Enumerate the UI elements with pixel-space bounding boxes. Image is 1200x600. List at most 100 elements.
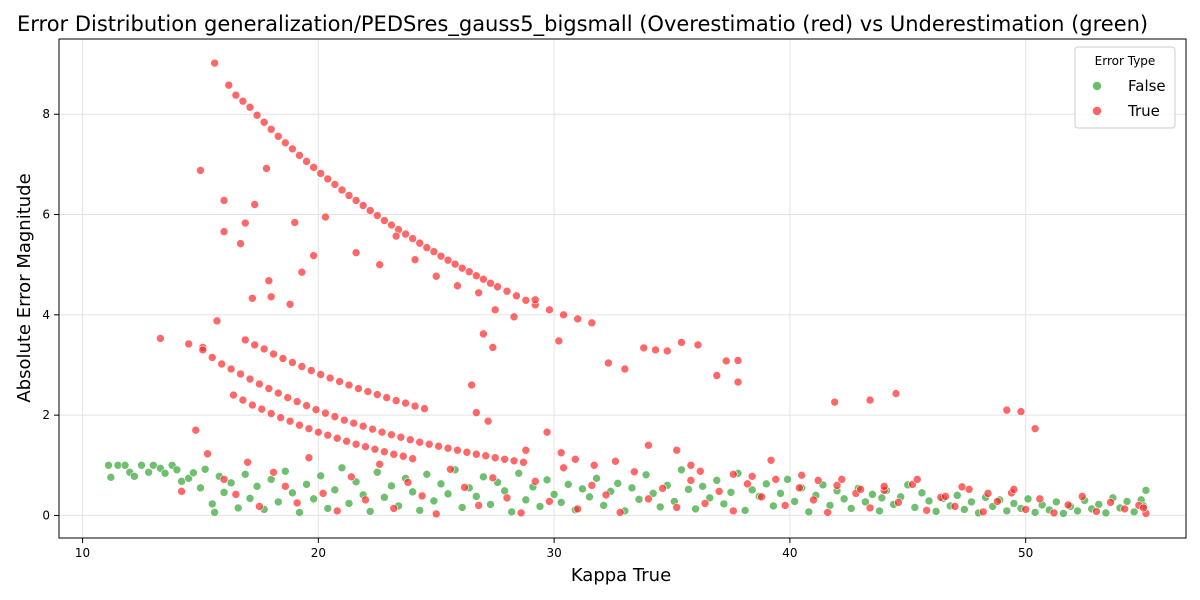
data-point-false (104, 460, 113, 470)
data-point-true (500, 454, 509, 464)
data-point-true (530, 295, 540, 305)
data-point-true (380, 216, 389, 225)
data-point-true (401, 229, 410, 239)
data-point-false (210, 508, 219, 517)
data-point-true (203, 449, 212, 459)
data-point-true (686, 476, 696, 485)
data-point-false (309, 494, 318, 504)
data-point-false (1023, 494, 1033, 504)
data-point-false (160, 469, 170, 478)
legend-marker (1092, 81, 1102, 91)
data-point-false (472, 492, 481, 501)
data-point-true (486, 278, 495, 288)
data-point-true (530, 477, 540, 486)
data-point-false (144, 468, 153, 477)
data-point-false (252, 482, 262, 491)
data-point-true (472, 271, 481, 281)
data-point-true (830, 397, 839, 407)
data-point-false (910, 503, 920, 512)
data-point-false (967, 497, 976, 507)
grid (59, 39, 1186, 538)
y-tick-label: 4 (42, 308, 50, 322)
data-point-true (431, 509, 441, 519)
data-point-false (486, 500, 495, 509)
data-point-true (344, 380, 354, 390)
data-point-true (306, 366, 316, 375)
data-point-true (375, 260, 384, 269)
data-point-false (137, 460, 146, 470)
data-point-true (330, 180, 340, 189)
data-point-false (641, 470, 651, 480)
data-point-true (318, 489, 328, 498)
data-point-true (311, 405, 321, 414)
data-point-true (589, 460, 599, 470)
data-point-true (472, 449, 481, 459)
data-point-true (408, 234, 417, 243)
data-point-false (691, 504, 700, 514)
data-point-true (481, 451, 491, 461)
data-point-true (957, 482, 967, 492)
data-point-true (757, 492, 766, 502)
data-point-true (780, 501, 790, 510)
data-point-true (403, 478, 413, 487)
data-point-true (380, 447, 389, 457)
data-point-true (297, 267, 307, 277)
data-point-true (255, 502, 264, 511)
data-point-true (488, 473, 498, 483)
data-point-true (276, 413, 285, 422)
data-point-false (443, 489, 453, 499)
data-point-true (285, 416, 295, 426)
data-point-true (556, 448, 566, 458)
data-point-false (219, 488, 229, 497)
data-point-false (245, 494, 255, 503)
data-point-true (332, 433, 342, 443)
data-point-false (233, 503, 243, 513)
data-point-true (993, 497, 1002, 506)
data-point-true (391, 396, 401, 405)
data-point-true (797, 471, 806, 480)
data-point-true (415, 238, 425, 248)
data-point-true (677, 338, 686, 347)
data-point-false (1002, 506, 1012, 516)
data-point-true (509, 312, 519, 322)
data-point-false (106, 473, 116, 482)
data-point-true (363, 387, 373, 396)
data-point-false (535, 502, 545, 511)
data-point-false (365, 507, 375, 516)
data-point-false (415, 506, 425, 515)
data-point-true (479, 329, 488, 339)
data-point-true (1035, 494, 1045, 504)
data-point-true (604, 358, 613, 368)
data-point-true (450, 259, 460, 269)
data-point-true (521, 445, 531, 455)
data-point-false (344, 499, 354, 508)
data-point-true (502, 286, 512, 296)
data-point-false (931, 507, 941, 516)
data-point-true (332, 506, 342, 516)
data-point-true (865, 395, 875, 405)
data-point-true (467, 380, 476, 390)
data-point-true (712, 371, 722, 380)
data-point-true (250, 340, 259, 350)
data-point-true (729, 506, 738, 516)
data-point-false (648, 489, 658, 498)
x-tick-label: 10 (75, 546, 90, 560)
data-point-true (273, 388, 283, 398)
data-point-false (281, 466, 290, 476)
data-point-true (696, 466, 705, 476)
data-point-false (130, 472, 139, 481)
data-point-true (587, 318, 597, 328)
data-point-true (865, 503, 875, 513)
data-point-true (365, 206, 375, 215)
data-point-false (189, 468, 198, 478)
data-point-true (410, 401, 420, 411)
data-point-true (894, 498, 903, 507)
data-point-true (1021, 505, 1030, 514)
data-point-true (377, 427, 387, 437)
data-point-true (281, 482, 290, 491)
data-point-true (372, 211, 382, 220)
data-point-true (436, 251, 446, 261)
data-point-true (516, 508, 526, 518)
data-point-true (474, 288, 483, 298)
